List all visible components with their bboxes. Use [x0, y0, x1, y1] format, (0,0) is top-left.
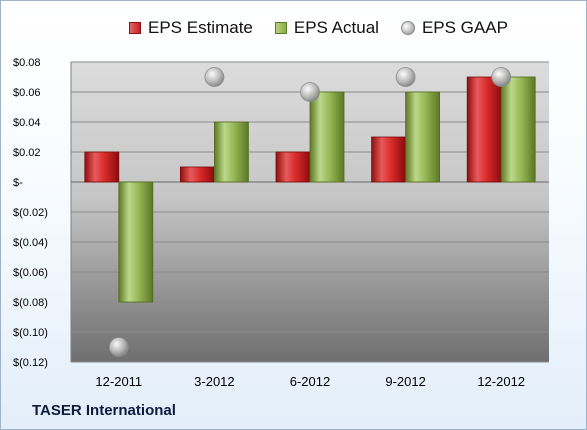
y-tick-label: $(0.02)	[13, 207, 48, 219]
y-tick-label: $0.04	[13, 117, 41, 129]
legend-label-gaap: EPS GAAP	[421, 18, 508, 37]
bar-actual-12-2011	[118, 181, 154, 303]
y-tick-label: $0.08	[13, 57, 41, 69]
marker-gaap-12-2012	[491, 67, 512, 87]
gaap-markers	[108, 67, 512, 357]
bar-actual-9-2012	[405, 91, 441, 183]
y-tick-label: $-	[13, 177, 23, 189]
marker-gaap-12-2011	[108, 337, 129, 357]
bar-estimate-9-2012	[371, 136, 407, 183]
x-tick-label: 9-2012	[385, 374, 425, 389]
legend-label-actual: EPS Actual	[293, 18, 379, 37]
marker-gaap-9-2012	[395, 67, 416, 87]
bars	[84, 76, 536, 303]
legend-swatch-gaap	[400, 21, 415, 35]
bar-actual-3-2012	[213, 121, 249, 183]
x-tick-label: 3-2012	[194, 374, 234, 389]
legend-swatch-actual	[274, 22, 287, 34]
y-tick-label: $(0.12)	[13, 357, 48, 369]
y-tick-label: $0.06	[13, 87, 41, 99]
bar-actual-12-2012	[500, 76, 536, 183]
legend-item-gaap: EPS GAAP	[400, 18, 508, 38]
y-tick-label: $(0.04)	[13, 237, 48, 249]
y-tick-label: $(0.10)	[13, 327, 48, 339]
x-axis: 12-2011 3-2012 6-2012 9-2012 12-2012	[95, 374, 525, 389]
bar-actual-6-2012	[309, 91, 345, 183]
legend-label-estimate: EPS Estimate	[148, 18, 253, 37]
bar-estimate-12-2012	[466, 76, 502, 183]
company-name: TASER International	[32, 402, 176, 419]
legend: EPS Estimate EPS Actual EPS GAAP	[129, 18, 508, 38]
marker-gaap-3-2012	[204, 67, 225, 87]
y-tick-label: $0.02	[13, 147, 41, 159]
legend-item-actual: EPS Actual	[274, 18, 379, 38]
x-tick-label: 12-2011	[95, 374, 142, 389]
y-tick-label: $(0.08)	[13, 297, 48, 309]
bar-estimate-6-2012	[275, 151, 311, 183]
bar-estimate-12-2011	[84, 151, 120, 183]
marker-gaap-6-2012	[300, 82, 320, 102]
legend-item-estimate: EPS Estimate	[129, 18, 253, 38]
x-tick-label: 12-2012	[477, 374, 525, 389]
x-tick-label: 6-2012	[290, 374, 330, 389]
y-tick-label: $(0.06)	[13, 267, 48, 279]
bar-estimate-3-2012	[179, 166, 215, 183]
legend-swatch-estimate	[129, 22, 141, 34]
